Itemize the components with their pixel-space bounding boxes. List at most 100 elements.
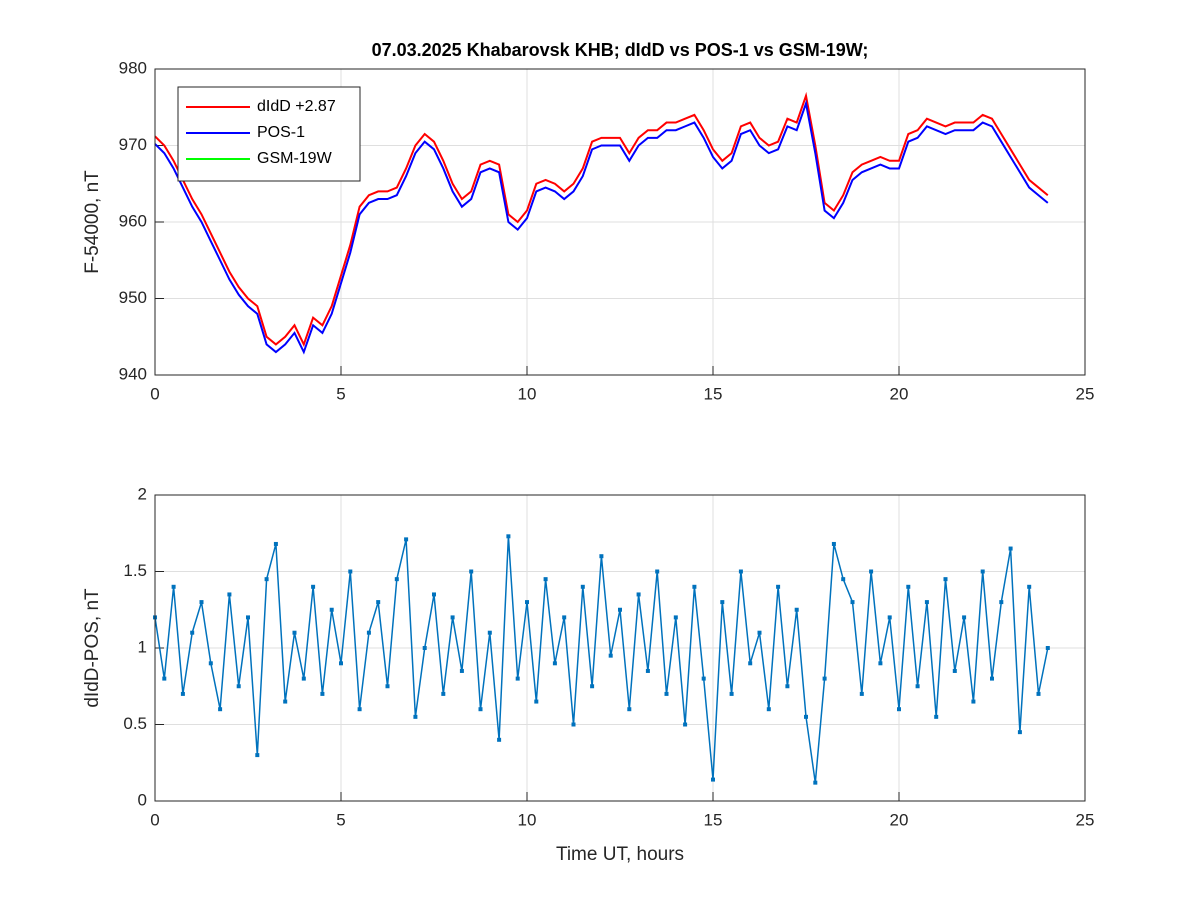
x-tick-label: 25 bbox=[1076, 384, 1095, 403]
data-point bbox=[208, 661, 213, 666]
data-point bbox=[339, 661, 343, 666]
data-point bbox=[357, 707, 362, 712]
data-point bbox=[394, 577, 399, 582]
data-point bbox=[171, 584, 176, 589]
x-tick-label: 0 bbox=[150, 810, 159, 829]
x-tick-label: 20 bbox=[890, 810, 909, 829]
data-point bbox=[301, 676, 306, 681]
data-point bbox=[1008, 546, 1013, 551]
data-point bbox=[915, 684, 920, 689]
x-tick-label: 15 bbox=[704, 810, 723, 829]
data-point bbox=[673, 615, 678, 620]
data-point bbox=[218, 707, 223, 712]
y-tick-label: 1 bbox=[138, 637, 147, 656]
data-point bbox=[906, 584, 911, 589]
data-point bbox=[432, 592, 436, 597]
data-point bbox=[478, 707, 483, 712]
data-point bbox=[822, 676, 827, 681]
y-tick-label: 950 bbox=[119, 288, 147, 307]
data-point bbox=[831, 541, 836, 546]
data-point bbox=[627, 707, 632, 712]
x-tick-label: 15 bbox=[704, 384, 723, 403]
data-point bbox=[720, 600, 725, 605]
data-point bbox=[292, 630, 297, 635]
data-line bbox=[154, 99, 1049, 355]
data-point bbox=[366, 630, 371, 635]
data-point bbox=[264, 577, 269, 582]
data-point bbox=[776, 584, 781, 589]
data-point bbox=[952, 668, 957, 673]
data-point bbox=[655, 569, 660, 574]
data-point bbox=[757, 630, 762, 635]
data-point bbox=[608, 653, 613, 658]
data-point bbox=[934, 714, 939, 719]
data-point bbox=[924, 600, 929, 605]
data-point bbox=[943, 577, 948, 582]
data-point bbox=[525, 600, 529, 605]
axes-box bbox=[154, 68, 1086, 376]
chart-title: 07.03.2025 Khabarovsk KHB; dIdD vs POS-1… bbox=[372, 40, 869, 60]
data-point bbox=[683, 722, 688, 727]
data-point bbox=[348, 569, 353, 574]
data-point bbox=[841, 577, 846, 582]
data-point bbox=[804, 714, 808, 719]
data-point bbox=[469, 569, 474, 574]
data-point bbox=[878, 661, 883, 666]
y-tick-label: 940 bbox=[119, 364, 147, 383]
data-point bbox=[887, 615, 892, 620]
data-point bbox=[664, 691, 669, 696]
data-point bbox=[729, 691, 734, 696]
data-point bbox=[320, 691, 325, 696]
data-point bbox=[701, 676, 706, 681]
y-tick-label: 1.5 bbox=[123, 561, 147, 580]
data-point bbox=[376, 600, 381, 605]
data-point bbox=[980, 569, 985, 574]
data-point bbox=[413, 714, 418, 719]
data-point bbox=[459, 668, 464, 673]
data-point bbox=[1017, 730, 1022, 735]
data-point bbox=[180, 691, 185, 696]
data-point bbox=[506, 534, 511, 539]
data-point bbox=[590, 684, 595, 689]
x-axis-label: Time UT, hours bbox=[556, 844, 684, 865]
data-point bbox=[543, 577, 548, 582]
x-tick-label: 5 bbox=[336, 810, 345, 829]
data-point bbox=[618, 607, 622, 612]
data-point bbox=[273, 541, 278, 546]
data-point bbox=[441, 691, 446, 696]
data-point bbox=[999, 600, 1004, 605]
x-tick-label: 10 bbox=[518, 384, 537, 403]
data-point bbox=[794, 607, 799, 612]
data-point bbox=[515, 676, 520, 681]
data-point bbox=[534, 699, 539, 704]
y-tick-label: 0.5 bbox=[123, 714, 147, 733]
data-point bbox=[636, 592, 641, 597]
y-tick-label: 2 bbox=[138, 484, 147, 503]
data-point bbox=[748, 661, 753, 666]
legend-label: dIdD +2.87 bbox=[257, 98, 336, 115]
data-point bbox=[404, 537, 409, 542]
data-point bbox=[497, 737, 502, 742]
data-point bbox=[283, 699, 288, 704]
y-tick-label: 970 bbox=[119, 135, 147, 154]
data-point bbox=[450, 615, 455, 620]
x-tick-label: 0 bbox=[150, 384, 159, 403]
data-point bbox=[487, 630, 492, 635]
data-point bbox=[311, 584, 316, 589]
y-tick-label: 980 bbox=[119, 58, 147, 77]
x-tick-label: 20 bbox=[890, 384, 909, 403]
data-point bbox=[785, 684, 790, 689]
data-point bbox=[562, 615, 567, 620]
legend-label: GSM-19W bbox=[257, 150, 333, 167]
data-point bbox=[255, 753, 260, 758]
y-tick-label: 0 bbox=[138, 790, 147, 809]
data-point bbox=[552, 661, 557, 666]
legend-label: POS-1 bbox=[257, 124, 305, 141]
x-tick-label: 25 bbox=[1076, 810, 1095, 829]
y-axis-label: dIdD-POS, nT bbox=[82, 588, 103, 708]
data-point bbox=[766, 707, 771, 712]
data-point bbox=[990, 676, 994, 681]
data-point bbox=[599, 554, 604, 559]
data-point bbox=[236, 684, 241, 689]
